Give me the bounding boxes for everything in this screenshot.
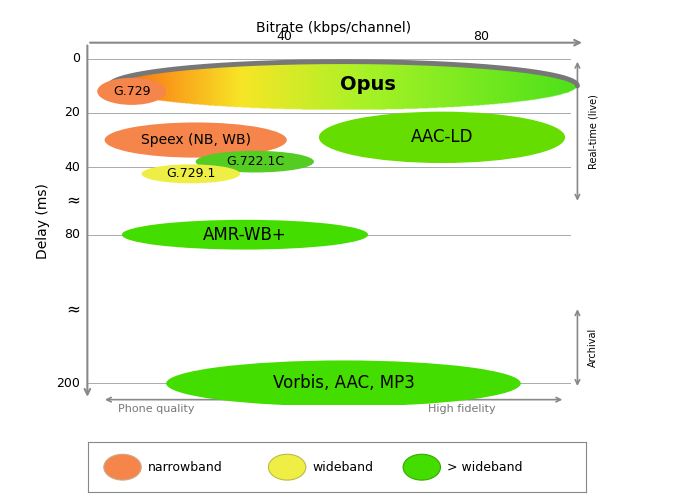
Text: AMR-WB+: AMR-WB+	[203, 226, 287, 244]
Text: Speex (NB, WB): Speex (NB, WB)	[141, 133, 251, 147]
Ellipse shape	[97, 78, 166, 105]
Text: 80: 80	[64, 228, 80, 241]
Text: narrowband: narrowband	[148, 461, 222, 474]
Text: High fidelity: High fidelity	[428, 404, 495, 414]
Text: G.722.1C: G.722.1C	[226, 155, 284, 168]
Text: Phone quality: Phone quality	[118, 404, 195, 414]
Ellipse shape	[403, 454, 441, 480]
Text: 20: 20	[64, 106, 80, 119]
Text: Bitrate (kbps/channel): Bitrate (kbps/channel)	[256, 21, 411, 35]
Text: wideband: wideband	[312, 461, 373, 474]
Text: Delay (ms): Delay (ms)	[36, 183, 50, 259]
Text: Vorbis, AAC, MP3: Vorbis, AAC, MP3	[272, 374, 415, 393]
Ellipse shape	[268, 454, 306, 480]
Ellipse shape	[319, 112, 565, 163]
Text: 80: 80	[473, 30, 489, 43]
Ellipse shape	[104, 122, 287, 158]
Text: ≈: ≈	[66, 192, 80, 210]
Text: AAC-LD: AAC-LD	[410, 128, 473, 146]
Ellipse shape	[104, 454, 142, 480]
Ellipse shape	[142, 165, 240, 183]
Text: 40: 40	[64, 161, 80, 173]
Ellipse shape	[166, 360, 521, 407]
Text: Real-time (live): Real-time (live)	[588, 94, 599, 168]
Text: > wideband: > wideband	[447, 461, 522, 474]
Text: G.729.1: G.729.1	[166, 167, 216, 180]
Text: G.729: G.729	[113, 85, 150, 98]
Ellipse shape	[195, 151, 314, 172]
Text: 40: 40	[276, 30, 293, 43]
Text: Archival: Archival	[588, 328, 599, 367]
Ellipse shape	[122, 220, 368, 249]
Text: Opus: Opus	[340, 75, 396, 94]
Text: ≈: ≈	[66, 300, 80, 318]
Text: 200: 200	[56, 377, 80, 390]
Text: 0: 0	[72, 52, 80, 66]
